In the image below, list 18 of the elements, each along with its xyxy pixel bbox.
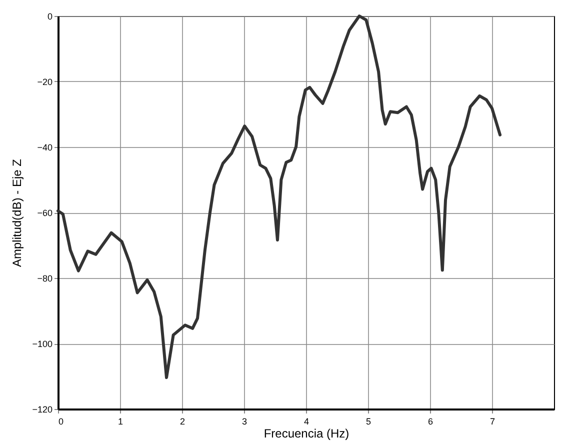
- y-axis-title: Amplitud(dB) - Eje Z: [10, 158, 24, 268]
- y-tick-label: 0: [47, 12, 52, 22]
- x-tick-label: 6: [428, 416, 434, 426]
- x-axis-title: Frecuencia (Hz): [264, 426, 350, 440]
- x-tick-label: 0: [58, 416, 64, 426]
- y-tick-label: −120: [32, 404, 52, 414]
- x-tick-label: 5: [366, 416, 372, 426]
- y-tick-label: −40: [37, 142, 52, 152]
- y-tick-label: −100: [32, 339, 52, 349]
- line-series: [56, 14, 502, 380]
- x-tick-label: 7: [490, 416, 496, 426]
- x-tick-label: 2: [180, 416, 186, 426]
- x-tick-label: 4: [304, 416, 310, 426]
- x-tick-label: 3: [242, 416, 248, 426]
- y-tick-label: −20: [37, 77, 52, 87]
- y-tick-label: −60: [37, 208, 52, 218]
- x-tick-label: 1: [118, 416, 124, 426]
- y-tick-label: −80: [37, 274, 52, 284]
